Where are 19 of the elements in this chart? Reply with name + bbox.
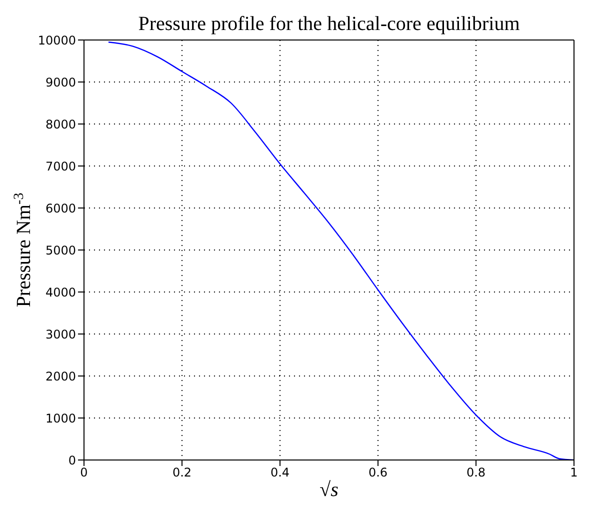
y-tick-label: 7000	[45, 159, 76, 174]
chart-title: Pressure profile for the helical-core equilibrium	[138, 13, 520, 35]
y-tick-label: 0	[68, 453, 76, 468]
y-tick-label: 4000	[45, 285, 76, 300]
y-tick-label: 3000	[45, 327, 76, 342]
y-tick-label: 1000	[45, 411, 76, 426]
x-tick-label: 0	[80, 466, 88, 480]
x-tick-label: 1	[570, 466, 578, 480]
y-tick-label: 8000	[45, 117, 76, 132]
y-tick-label: 10000	[38, 33, 76, 48]
x-tick-label: 0.2	[172, 466, 192, 480]
x-tick-label: 0.4	[270, 466, 290, 480]
y-tick-label: 5000	[45, 243, 76, 258]
y-tick-label: 6000	[45, 201, 76, 216]
x-tick-label: 0.6	[368, 466, 388, 480]
y-tick-label: 9000	[45, 75, 76, 90]
y-tick-label: 2000	[45, 369, 76, 384]
x-axis-title: √s	[320, 479, 339, 501]
x-tick-label: 0.8	[466, 466, 486, 480]
